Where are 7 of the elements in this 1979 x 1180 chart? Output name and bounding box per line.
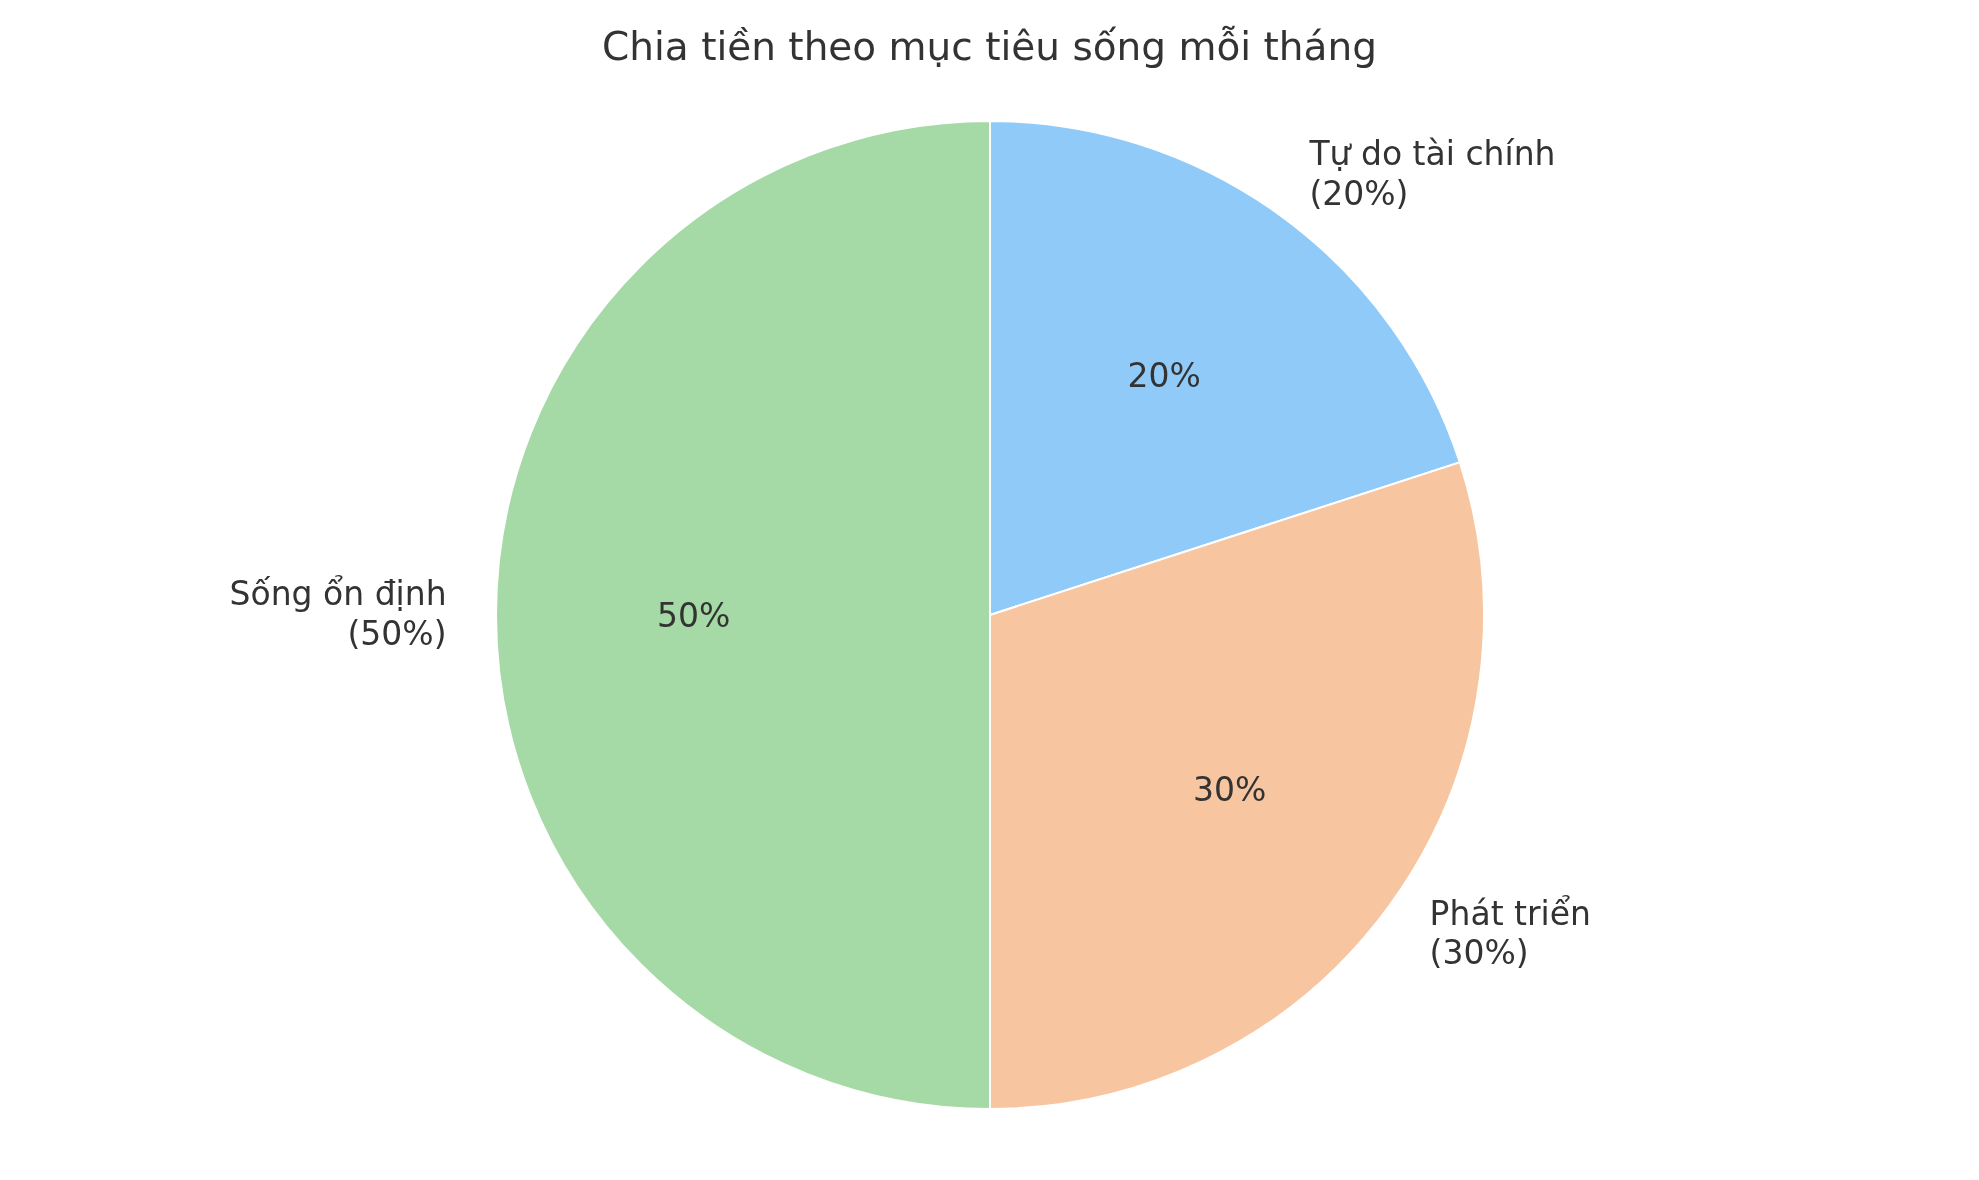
data-label: 20%: [1127, 355, 1201, 395]
slice-label: Tự do tài chính (20%): [1308, 134, 1556, 214]
data-label: 30%: [1193, 769, 1267, 809]
chart-title: Chia tiền theo mục tiêu sống mỗi tháng: [601, 24, 1378, 69]
data-label: 50%: [656, 595, 731, 635]
slice-label: Phát triển (30%): [1429, 893, 1591, 973]
slice-label: Sống ổn định (50%): [229, 574, 447, 653]
